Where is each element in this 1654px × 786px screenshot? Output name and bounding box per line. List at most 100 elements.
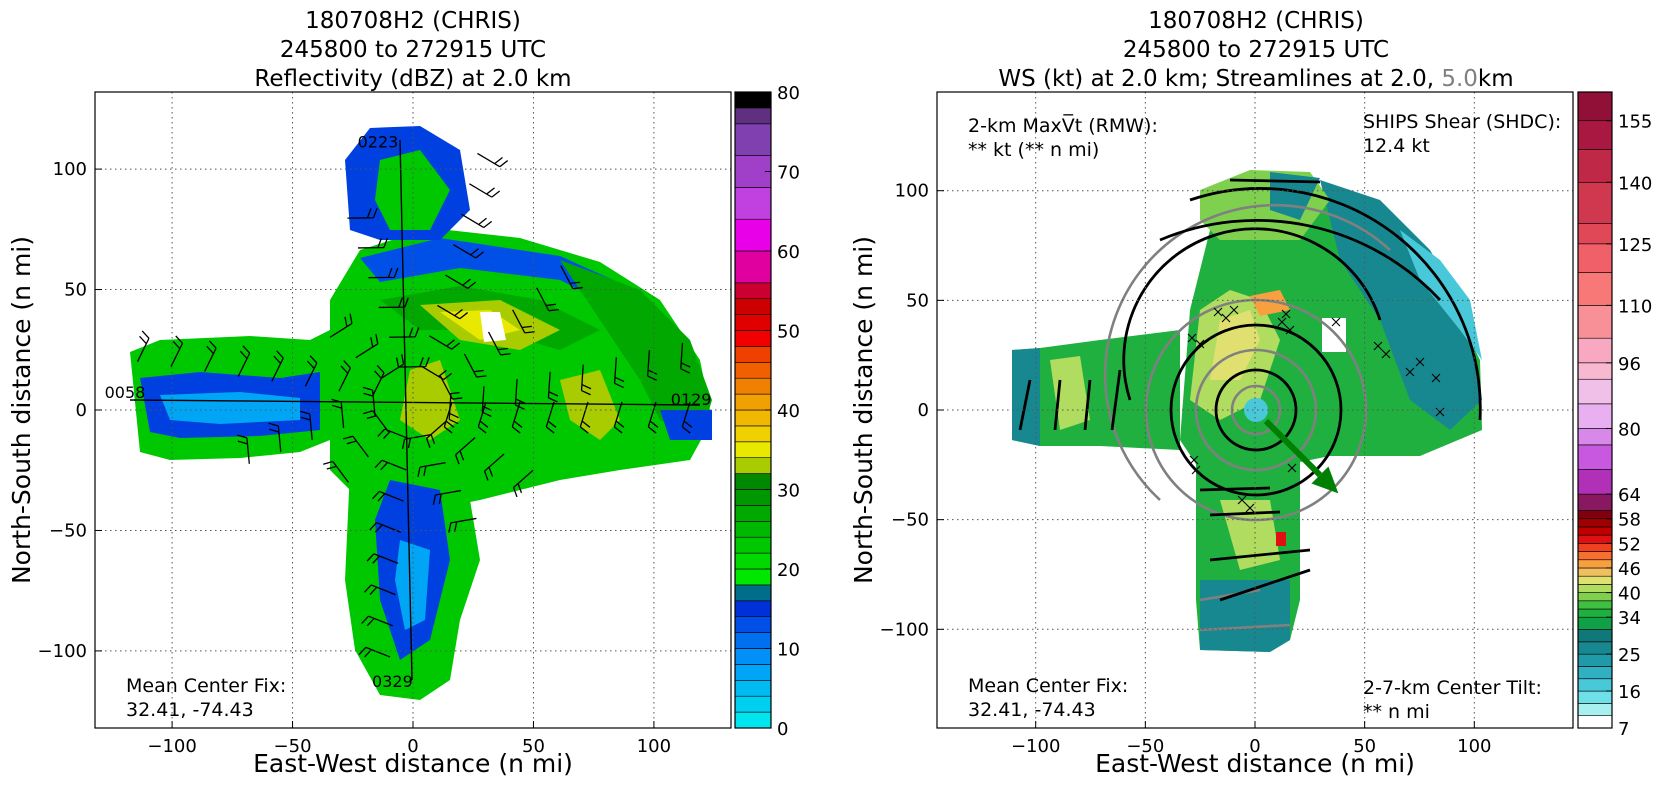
colorbar-segment bbox=[734, 616, 772, 633]
colorbar-segment bbox=[734, 711, 772, 729]
colorbar-segment bbox=[1577, 678, 1613, 692]
colorbar-segment bbox=[1577, 272, 1613, 306]
y-tick-label: 0 bbox=[76, 400, 87, 421]
colorbar-segment bbox=[734, 409, 772, 427]
colorbar-segment bbox=[1577, 608, 1613, 618]
colorbar-segment bbox=[1577, 362, 1613, 380]
center-marker bbox=[1229, 305, 1239, 315]
colorbar-tick-label: 110 bbox=[1618, 296, 1652, 317]
right-x-axis-label: East-West distance (n mi) bbox=[1095, 749, 1415, 778]
colorbar-segment bbox=[1577, 690, 1613, 704]
wind-barb bbox=[647, 401, 659, 434]
wind-barb bbox=[445, 274, 477, 289]
colorbar-segment bbox=[1577, 337, 1613, 364]
x-tick-label: −50 bbox=[274, 736, 312, 757]
streamlines bbox=[1018, 178, 1482, 632]
leg-time-label: 0058 bbox=[105, 383, 146, 402]
wind-barb bbox=[429, 335, 461, 350]
right-title-part1: WS (kt) at 2.0 km; Streamlines at 2.0, bbox=[998, 66, 1441, 92]
colorbar-segment bbox=[734, 282, 772, 299]
colorbar-segment bbox=[1577, 149, 1613, 183]
center-marker bbox=[1381, 349, 1391, 359]
wind-barb bbox=[361, 615, 393, 627]
center-marker bbox=[1405, 367, 1415, 377]
vmax-value: ** kt (** n mi) bbox=[968, 139, 1099, 161]
colorbar-segment bbox=[734, 457, 772, 474]
colorbar-segment bbox=[734, 536, 772, 554]
wind-barb bbox=[680, 342, 691, 374]
x-tick-label: 100 bbox=[1457, 736, 1491, 757]
left-grid bbox=[95, 92, 731, 728]
left-title-line3: Reflectivity (dBZ) at 2.0 km bbox=[254, 66, 571, 92]
center-marker bbox=[1195, 339, 1205, 349]
colorbar-segment bbox=[1577, 305, 1613, 339]
wind-barb bbox=[512, 469, 534, 498]
colorbar-segment bbox=[734, 473, 772, 490]
wind-barb bbox=[389, 327, 420, 338]
center-marker bbox=[1431, 373, 1441, 383]
wind-barb bbox=[681, 401, 693, 434]
colorbar-segment bbox=[1577, 534, 1613, 544]
vmax-label: 2-km MaxV̅t (RMW): bbox=[968, 113, 1158, 137]
wind-barb bbox=[237, 434, 250, 464]
wind-barb bbox=[204, 340, 217, 372]
colorbar-segment bbox=[734, 187, 772, 220]
colorbar-segment bbox=[734, 425, 772, 443]
center-marker bbox=[1245, 503, 1255, 513]
wind-barb bbox=[613, 401, 625, 434]
colorbar-segment bbox=[734, 600, 772, 617]
colorbar-segment bbox=[1577, 181, 1613, 224]
right-title-line2: 245800 to 272915 UTC bbox=[1123, 37, 1389, 63]
x-tick-label: −100 bbox=[147, 736, 196, 757]
wind-barb bbox=[421, 365, 453, 381]
left-center-fix-value: 32.41, -74.43 bbox=[126, 699, 254, 721]
wind-barb bbox=[299, 410, 313, 440]
center-marker bbox=[1415, 357, 1425, 367]
wind-barb bbox=[547, 371, 559, 403]
colorbar-tick-label: 0 bbox=[777, 719, 788, 740]
colorbar-segment bbox=[734, 361, 772, 379]
leg-time-label: 0329 bbox=[372, 672, 413, 691]
tilt-label: 2-7-km Center Tilt: bbox=[1363, 677, 1542, 699]
wind-barb bbox=[545, 401, 557, 434]
colorbar-segment bbox=[734, 123, 772, 156]
center-marker bbox=[1281, 309, 1291, 319]
center-marker bbox=[1213, 307, 1223, 317]
colorbar-segment bbox=[1577, 600, 1613, 610]
wind-barb bbox=[136, 330, 150, 362]
colorbar-tick-label: 58 bbox=[1618, 510, 1641, 531]
wind-barb bbox=[271, 350, 284, 382]
wind-barb bbox=[363, 584, 396, 596]
wind-barb bbox=[469, 183, 501, 198]
left-title-line1: 180708H2 (CHRIS) bbox=[305, 8, 521, 34]
center-marker bbox=[1285, 325, 1295, 335]
colorbar-segment bbox=[734, 584, 772, 602]
wind-barb bbox=[237, 345, 251, 377]
wind-barb bbox=[477, 152, 509, 168]
colorbar-segment bbox=[1577, 493, 1613, 511]
wind-barb bbox=[377, 428, 410, 440]
right-title-part2: 5.0 bbox=[1441, 66, 1478, 92]
wind-barb bbox=[170, 335, 184, 367]
wind-barb bbox=[329, 313, 353, 338]
x-tick-label: −50 bbox=[1126, 736, 1164, 757]
colorbar-tick-label: 80 bbox=[777, 83, 800, 104]
left-center-fix-label: Mean Center Fix: bbox=[126, 675, 286, 697]
y-tick-label: −50 bbox=[49, 520, 87, 541]
x-tick-label: 0 bbox=[1249, 736, 1260, 757]
wind-barb bbox=[338, 360, 351, 392]
tilt-value: ** n mi bbox=[1363, 701, 1430, 723]
colorbar-segment bbox=[1577, 243, 1613, 273]
colorbar-segment bbox=[734, 91, 772, 109]
colorbar-tick-label: 60 bbox=[777, 242, 800, 263]
center-marker bbox=[1287, 463, 1297, 473]
colorbar-segment bbox=[734, 520, 772, 538]
colorbar-tick-label: 16 bbox=[1618, 682, 1641, 703]
right-y-ticks: −100 −50 0 50 100 bbox=[880, 181, 944, 640]
wind-barb bbox=[560, 265, 583, 290]
right-x-ticks: −100 −50 0 50 100 bbox=[1011, 721, 1491, 757]
colorbar-tick-label: 10 bbox=[777, 640, 800, 661]
colorbar-segment bbox=[734, 218, 772, 252]
wind-barb bbox=[432, 489, 462, 505]
